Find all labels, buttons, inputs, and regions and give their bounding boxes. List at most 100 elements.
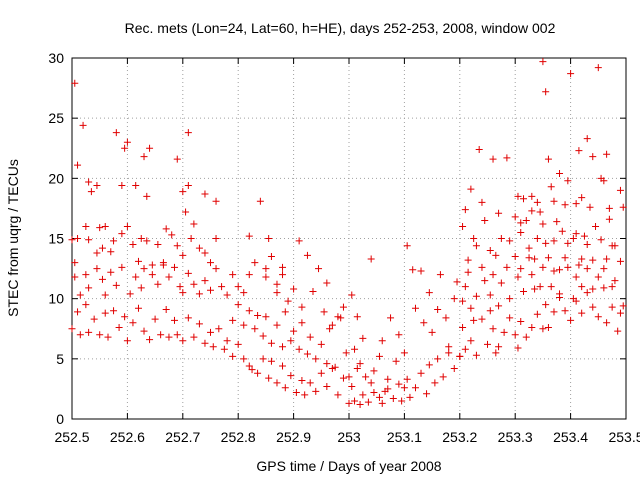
data-point (459, 222, 467, 230)
data-point (616, 186, 624, 194)
data-point (611, 242, 619, 250)
data-point (317, 340, 325, 348)
data-point (229, 352, 237, 360)
data-point (298, 319, 306, 327)
data-point (370, 367, 378, 375)
data-point (567, 316, 575, 324)
data-point (143, 192, 151, 200)
data-point (542, 239, 550, 247)
data-point (594, 313, 602, 321)
data-point (79, 121, 87, 129)
data-point (434, 305, 442, 313)
data-point (68, 236, 76, 244)
data-point (85, 328, 93, 336)
data-point (486, 291, 494, 299)
data-point (179, 289, 187, 297)
data-point (107, 268, 115, 276)
y-axis-label: STEC from uqrg / TECUs (5, 159, 21, 317)
data-point (320, 308, 328, 316)
axis-ticks (71, 57, 627, 420)
data-point (234, 340, 242, 348)
data-point (503, 263, 511, 271)
x-tick-label: 253.3 (498, 429, 533, 445)
x-axis-label: GPS time / Days of year 2008 (256, 458, 441, 474)
data-point (351, 397, 359, 405)
y-tick-label: 5 (56, 351, 64, 367)
data-point (290, 327, 298, 335)
data-point (273, 289, 281, 297)
data-point (600, 284, 608, 292)
data-point (478, 198, 486, 206)
data-point (245, 307, 253, 315)
data-point (157, 331, 165, 339)
data-point (597, 236, 605, 244)
data-point (409, 266, 417, 274)
data-point (533, 310, 541, 318)
data-point (68, 325, 76, 333)
data-point (489, 271, 497, 279)
data-point (132, 182, 140, 190)
data-point (279, 263, 287, 271)
data-point (445, 349, 453, 357)
data-point (583, 241, 591, 249)
data-point (295, 345, 303, 353)
x-tick-label: 253.1 (387, 429, 422, 445)
data-point (303, 251, 311, 259)
data-point (589, 303, 597, 311)
data-point (489, 325, 497, 333)
data-point (96, 224, 104, 232)
data-point (553, 218, 561, 226)
data-point (586, 203, 594, 211)
data-point (517, 228, 525, 236)
data-point (517, 265, 525, 273)
data-point (592, 222, 600, 230)
y-tick-label: 25 (48, 110, 64, 126)
data-point (464, 268, 472, 276)
data-point (173, 155, 181, 163)
data-point (495, 302, 503, 310)
data-point (298, 376, 306, 384)
data-point (317, 369, 325, 377)
data-point (82, 222, 90, 230)
data-point (492, 349, 500, 357)
data-point (514, 192, 522, 200)
data-point (459, 297, 467, 305)
data-point (96, 331, 104, 339)
data-point (387, 314, 395, 322)
data-point (544, 254, 552, 262)
data-point (179, 251, 187, 259)
data-point (118, 263, 126, 271)
data-point (417, 369, 425, 377)
data-point (556, 293, 564, 301)
data-point (400, 349, 408, 357)
data-point (184, 129, 192, 137)
data-point (101, 222, 109, 230)
data-point (240, 321, 248, 329)
data-point (411, 304, 419, 312)
data-point (420, 319, 428, 327)
data-point (201, 339, 209, 347)
data-point (267, 339, 275, 347)
data-point (528, 271, 536, 279)
data-point (486, 307, 494, 315)
data-point (201, 277, 209, 285)
data-point (356, 360, 364, 368)
data-point (353, 364, 361, 372)
data-point (564, 177, 572, 185)
data-point (616, 257, 624, 265)
data-point (267, 253, 275, 261)
data-point (525, 254, 533, 262)
data-point (146, 336, 154, 344)
data-point (564, 239, 572, 247)
data-point (201, 249, 209, 257)
data-point (140, 327, 148, 335)
data-point (608, 303, 616, 311)
data-point (220, 345, 228, 353)
data-point (481, 216, 489, 224)
data-point (148, 261, 156, 269)
data-point (550, 267, 558, 275)
data-point (572, 230, 580, 238)
data-point (315, 265, 323, 273)
data-point (132, 273, 140, 281)
